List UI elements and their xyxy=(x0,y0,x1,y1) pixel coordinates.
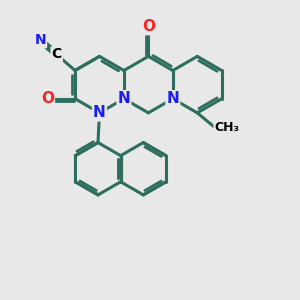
Text: C: C xyxy=(52,47,62,61)
Text: O: O xyxy=(142,19,155,34)
Text: CH₃: CH₃ xyxy=(214,121,239,134)
Text: N: N xyxy=(118,91,130,106)
Text: O: O xyxy=(41,91,54,106)
Text: N: N xyxy=(167,91,179,106)
Text: N: N xyxy=(34,33,46,47)
Text: N: N xyxy=(93,105,106,120)
